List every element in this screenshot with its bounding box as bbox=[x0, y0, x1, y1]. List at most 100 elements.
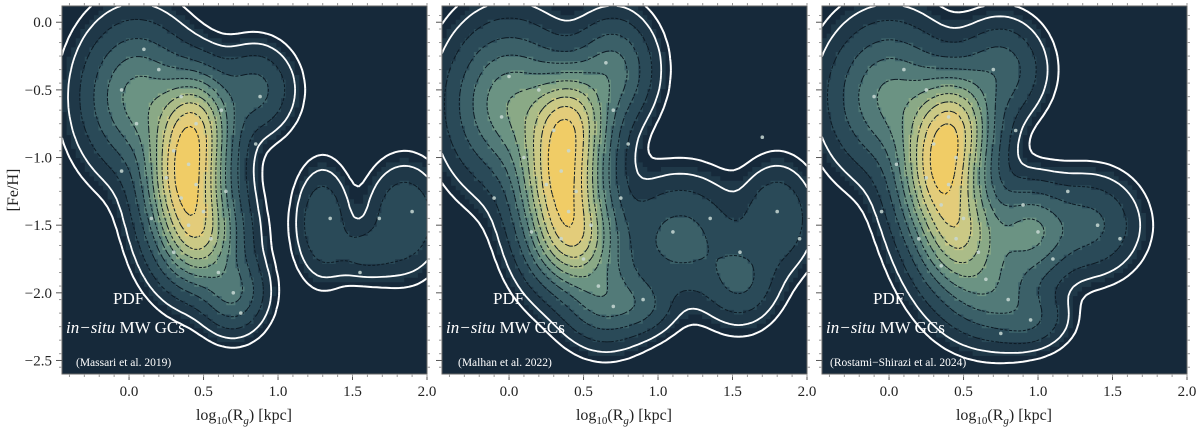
gc-point bbox=[224, 189, 228, 194]
gc-point bbox=[358, 270, 362, 275]
gc-point bbox=[171, 149, 176, 153]
x-tick-label: 1.0 bbox=[649, 384, 668, 400]
subtitle-italic: in−situ bbox=[446, 318, 495, 337]
gc-point bbox=[1051, 257, 1055, 261]
x-ticks: 0.0 0.5 1.0 1.5 2.0 bbox=[68, 3, 436, 400]
gc-point bbox=[559, 169, 563, 173]
gc-point bbox=[931, 142, 936, 146]
outer-solid-contour bbox=[442, 6, 807, 364]
x-axis-label: log10(Rg) [kpc] bbox=[956, 407, 1052, 427]
density-contours bbox=[62, 6, 427, 343]
xlabel-mid: (R bbox=[987, 407, 1003, 424]
gc-point bbox=[219, 108, 224, 112]
gc-points bbox=[119, 47, 414, 315]
x-tick-label: 1.5 bbox=[1103, 384, 1122, 400]
xlabel-log: log bbox=[956, 407, 976, 424]
gc-point bbox=[179, 94, 183, 99]
gc-point bbox=[1006, 297, 1010, 302]
gc-point bbox=[566, 209, 571, 214]
gc-point bbox=[209, 236, 213, 241]
gc-point bbox=[574, 189, 578, 194]
outer-solid-contour bbox=[62, 6, 427, 349]
gc-point bbox=[537, 88, 541, 92]
gc-point bbox=[946, 115, 951, 119]
contour-line-2 bbox=[458, 33, 755, 330]
gc-point bbox=[626, 142, 630, 146]
xlabel-end: ) [kpc] bbox=[629, 407, 672, 424]
gc-point bbox=[1066, 189, 1070, 194]
contour-line-7 bbox=[533, 96, 593, 258]
x-tick-label: 1.0 bbox=[1029, 384, 1048, 400]
gc-point bbox=[961, 216, 966, 221]
gc-point bbox=[738, 250, 742, 254]
gc-point bbox=[1028, 318, 1033, 322]
contour-line-5 bbox=[147, 86, 226, 268]
contour-line-9 bbox=[547, 118, 577, 228]
xlabel-log: log bbox=[576, 407, 596, 424]
xlabel-end: ) [kpc] bbox=[1009, 407, 1052, 424]
plot-border bbox=[61, 5, 428, 375]
gc-point bbox=[377, 216, 382, 221]
gc-point bbox=[1118, 236, 1122, 241]
gc-point bbox=[1021, 203, 1025, 207]
panel-subtitle: in−situ MW GCs bbox=[446, 318, 565, 337]
contour-line-5 bbox=[901, 85, 991, 278]
y-ticks bbox=[816, 14, 1190, 368]
gc-point bbox=[179, 196, 183, 200]
xlabel-sub: 10 bbox=[976, 415, 988, 427]
gc-point bbox=[775, 209, 779, 214]
gc-point bbox=[410, 209, 414, 214]
gc-point bbox=[164, 176, 169, 180]
gc-point bbox=[253, 142, 258, 146]
density-contours bbox=[822, 6, 1146, 356]
gc-point bbox=[872, 94, 876, 99]
gc-point bbox=[976, 250, 981, 254]
x-tick-label: 2.0 bbox=[1178, 384, 1197, 400]
panel-title: PDF bbox=[493, 289, 524, 308]
gc-point bbox=[194, 182, 198, 187]
gc-point bbox=[194, 121, 198, 126]
gc-point bbox=[760, 135, 765, 139]
gc-point bbox=[551, 128, 556, 133]
xlabel-sub2: g bbox=[1003, 415, 1009, 427]
panel-rostami-shirazi: 0.0 0.5 1.0 1.5 2.0 PDF in−situ MW GCs (Rost… bbox=[816, 3, 1196, 427]
x-tick-label: 0.0 bbox=[500, 384, 519, 400]
contour-line-4 bbox=[122, 75, 231, 278]
x-tick-label: 0.0 bbox=[120, 384, 139, 400]
plot-border bbox=[821, 5, 1188, 375]
xlabel-sub: 10 bbox=[596, 415, 608, 427]
gc-point bbox=[239, 311, 243, 315]
contour-line-4 bbox=[486, 71, 611, 297]
gc-point bbox=[186, 162, 191, 167]
gc-point bbox=[879, 209, 884, 214]
contour-line-8 bbox=[167, 112, 207, 238]
x-tick-label: 0.5 bbox=[954, 384, 973, 400]
x-axis-label: log10(Rg) [kpc] bbox=[196, 407, 292, 427]
gc-point bbox=[328, 216, 333, 221]
x-tick-label: 0.0 bbox=[880, 384, 899, 400]
contour-line-5 bbox=[506, 80, 605, 278]
y-tick-label: −1.0 bbox=[25, 151, 52, 167]
reference-label: (Massari et al. 2019) bbox=[76, 357, 171, 369]
outline-contours bbox=[442, 6, 807, 364]
gc-point bbox=[1036, 230, 1040, 234]
density-band-9 bbox=[931, 125, 959, 195]
gc-point bbox=[529, 230, 534, 234]
contour-line-4 bbox=[876, 77, 1045, 295]
gc-point bbox=[611, 108, 616, 112]
contour-line-2 bbox=[842, 39, 1105, 332]
outer-dashed-contour bbox=[67, 6, 427, 340]
subtitle-italic: in−situ bbox=[66, 318, 115, 337]
gc-point bbox=[216, 270, 221, 275]
gc-point bbox=[507, 74, 511, 79]
gc-point bbox=[917, 236, 921, 241]
gc-point bbox=[186, 223, 191, 227]
panel-malhan: 0.0 0.5 1.0 1.5 2.0 PDF in−situ MW GCs (Malh… bbox=[436, 3, 816, 427]
density-band-9 bbox=[176, 125, 199, 214]
y-tick-label: 0.0 bbox=[33, 15, 52, 31]
xlabel-sub2: g bbox=[623, 415, 629, 427]
gc-point bbox=[946, 182, 951, 187]
plot-border bbox=[441, 5, 808, 375]
outline-contours bbox=[822, 6, 1155, 365]
